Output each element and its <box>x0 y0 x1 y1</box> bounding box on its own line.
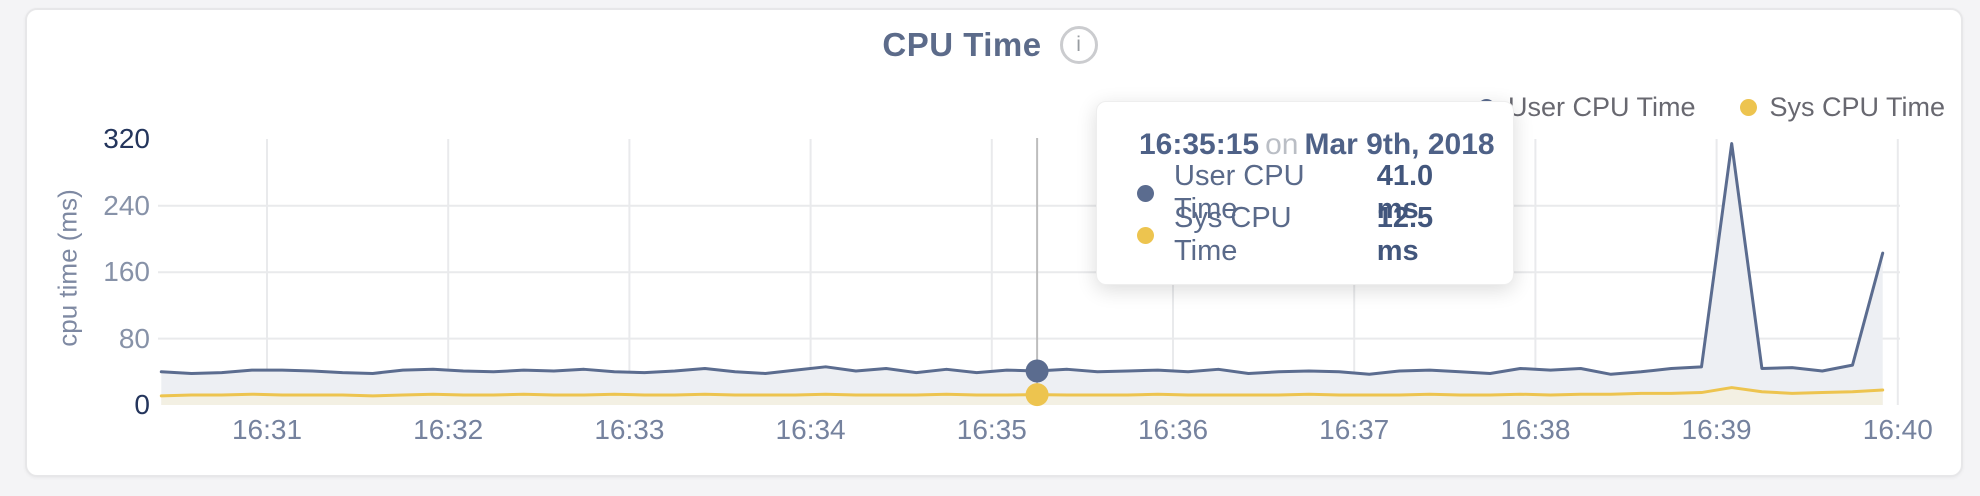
tooltip-series-value: 12.5 ms <box>1376 202 1434 267</box>
chart-header: CPU Time i <box>0 26 1980 64</box>
sys-cpu-line <box>159 386 1885 398</box>
user-cpu-dot-icon <box>1137 184 1154 202</box>
tooltip-row-user-cpu: User CPU Time 41.0 ms <box>1137 160 1473 225</box>
hover-marker <box>1025 138 1049 407</box>
legend-label: User CPU Time <box>1508 92 1696 122</box>
hover-tooltip: 16:35:15 on Mar 9th, 2018 User CPU Time 41… <box>1096 101 1514 285</box>
user-cpu-hover-dot-icon <box>1025 359 1049 383</box>
sys-cpu-dot-icon <box>1137 226 1154 244</box>
tooltip-header: 16:35:15 on Mar 9th, 2018 <box>1139 128 1495 162</box>
tooltip-series-label: User CPU Time <box>1174 160 1305 225</box>
legend-item-sys-cpu-time[interactable]: Sys CPU Time <box>1739 92 1946 123</box>
chart-title: CPU Time <box>882 26 1042 63</box>
user-cpu-area <box>161 143 1883 406</box>
sys-cpu-hover-dot-icon <box>1025 383 1049 407</box>
user-cpu-line <box>159 142 1885 376</box>
tooltip-row-sys-cpu: Sys CPU Time 12.5 ms <box>1137 202 1473 267</box>
sys-cpu-legend-dot-icon <box>1739 99 1757 116</box>
gridlines <box>158 139 1900 405</box>
info-icon[interactable]: i <box>1059 26 1098 64</box>
legend-label: Sys CPU Time <box>1769 92 1946 122</box>
tooltip-series-label: Sys CPU Time <box>1174 202 1292 267</box>
tooltip-preposition: on <box>1265 128 1299 161</box>
tooltip-time: 16:35:15 <box>1139 128 1260 161</box>
tooltip-series-value: 41.0 ms <box>1376 160 1434 225</box>
chart-legend: User CPU Time Sys CPU Time <box>1478 92 1945 123</box>
tooltip-date: Mar 9th, 2018 <box>1304 128 1495 161</box>
